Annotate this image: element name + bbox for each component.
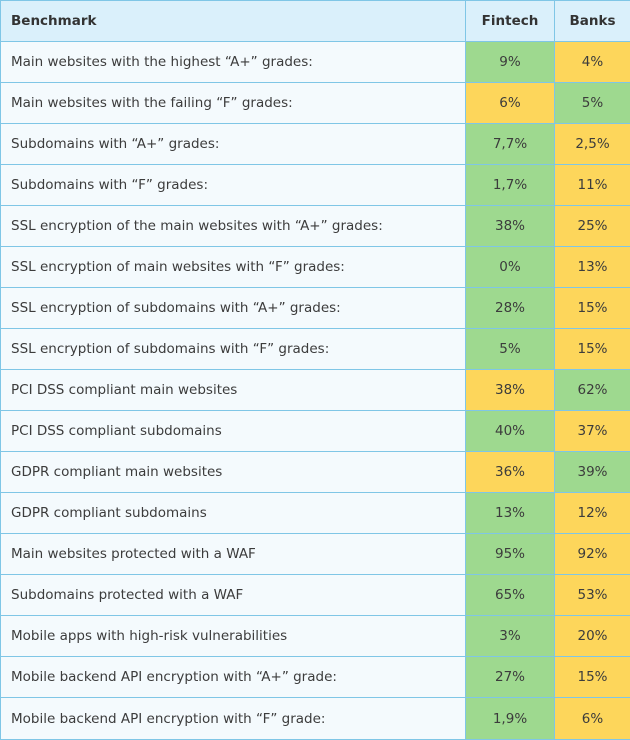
table-row: Mobile apps with high-risk vulnerabiliti… — [1, 616, 630, 657]
banks-value: 39% — [555, 452, 630, 493]
benchmark-label: Subdomains protected with a WAF — [1, 575, 466, 616]
fintech-value: 28% — [466, 288, 555, 329]
header-row: Benchmark Fintech Banks — [1, 1, 630, 42]
banks-value: 20% — [555, 616, 630, 657]
benchmark-label: GDPR compliant subdomains — [1, 493, 466, 534]
fintech-value: 38% — [466, 206, 555, 247]
banks-value: 37% — [555, 411, 630, 452]
benchmark-label: Mobile backend API encryption with “F” g… — [1, 698, 466, 740]
banks-value: 12% — [555, 493, 630, 534]
header-banks: Banks — [555, 1, 630, 42]
banks-value: 5% — [555, 83, 630, 124]
fintech-value: 1,7% — [466, 165, 555, 206]
benchmark-label: Mobile apps with high-risk vulnerabiliti… — [1, 616, 466, 657]
header-benchmark: Benchmark — [1, 1, 466, 42]
banks-value: 13% — [555, 247, 630, 288]
fintech-value: 5% — [466, 329, 555, 370]
benchmark-label: PCI DSS compliant main websites — [1, 370, 466, 411]
benchmark-label: GDPR compliant main websites — [1, 452, 466, 493]
table-row: Mobile backend API encryption with “F” g… — [1, 698, 630, 740]
fintech-value: 1,9% — [466, 698, 555, 740]
table-row: SSL encryption of the main websites with… — [1, 206, 630, 247]
fintech-value: 13% — [466, 493, 555, 534]
table-row: Main websites with the failing “F” grade… — [1, 83, 630, 124]
banks-value: 62% — [555, 370, 630, 411]
benchmark-label: Subdomains with “F” grades: — [1, 165, 466, 206]
banks-value: 4% — [555, 42, 630, 83]
table-row: SSL encryption of main websites with “F”… — [1, 247, 630, 288]
benchmark-label: Mobile backend API encryption with “A+” … — [1, 657, 466, 698]
banks-value: 6% — [555, 698, 630, 740]
fintech-value: 6% — [466, 83, 555, 124]
table-row: Subdomains with “F” grades:1,7%11% — [1, 165, 630, 206]
fintech-value: 36% — [466, 452, 555, 493]
fintech-value: 40% — [466, 411, 555, 452]
table-row: SSL encryption of subdomains with “A+” g… — [1, 288, 630, 329]
benchmark-label: SSL encryption of main websites with “F”… — [1, 247, 466, 288]
benchmark-label: SSL encryption of subdomains with “A+” g… — [1, 288, 466, 329]
benchmark-label: Subdomains with “A+” grades: — [1, 124, 466, 165]
benchmark-label: SSL encryption of the main websites with… — [1, 206, 466, 247]
benchmark-label: Main websites protected with a WAF — [1, 534, 466, 575]
fintech-value: 7,7% — [466, 124, 555, 165]
benchmark-label: SSL encryption of subdomains with “F” gr… — [1, 329, 466, 370]
banks-value: 92% — [555, 534, 630, 575]
banks-value: 15% — [555, 288, 630, 329]
banks-value: 11% — [555, 165, 630, 206]
header-fintech: Fintech — [466, 1, 555, 42]
fintech-value: 9% — [466, 42, 555, 83]
benchmark-label: PCI DSS compliant subdomains — [1, 411, 466, 452]
banks-value: 15% — [555, 329, 630, 370]
table-body: Main websites with the highest “A+” grad… — [1, 42, 630, 740]
fintech-value: 0% — [466, 247, 555, 288]
benchmark-label: Main websites with the failing “F” grade… — [1, 83, 466, 124]
banks-value: 53% — [555, 575, 630, 616]
fintech-value: 95% — [466, 534, 555, 575]
fintech-value: 27% — [466, 657, 555, 698]
fintech-value: 3% — [466, 616, 555, 657]
table-row: Mobile backend API encryption with “A+” … — [1, 657, 630, 698]
banks-value: 25% — [555, 206, 630, 247]
banks-value: 15% — [555, 657, 630, 698]
fintech-value: 65% — [466, 575, 555, 616]
table-row: Subdomains with “A+” grades:7,7%2,5% — [1, 124, 630, 165]
table-row: SSL encryption of subdomains with “F” gr… — [1, 329, 630, 370]
fintech-value: 38% — [466, 370, 555, 411]
benchmark-label: Main websites with the highest “A+” grad… — [1, 42, 466, 83]
banks-value: 2,5% — [555, 124, 630, 165]
table-row: Main websites with the highest “A+” grad… — [1, 42, 630, 83]
